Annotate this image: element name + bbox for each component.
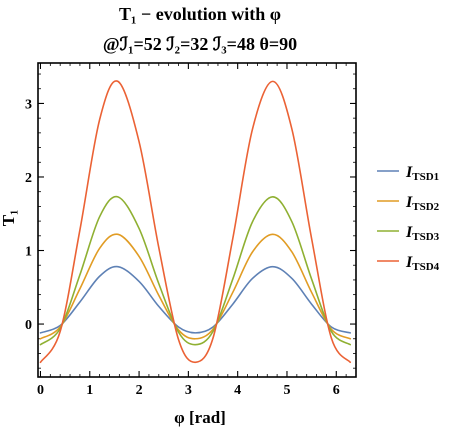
x-tick-label: 3 xyxy=(185,383,192,398)
x-tick-label: 5 xyxy=(283,383,290,398)
series-line-2 xyxy=(39,233,352,340)
legend-label-1: ITSD1 xyxy=(405,164,439,183)
plot-frame xyxy=(37,62,357,378)
y-tick-label: 2 xyxy=(25,171,32,186)
y-axis-label: T₁ xyxy=(0,210,18,226)
x-tick-label: 4 xyxy=(234,383,241,398)
legend: ITSD1 ITSD2 ITSD3 ITSD4 xyxy=(377,164,440,273)
series-line-4 xyxy=(39,80,352,364)
x-tick-label: 0 xyxy=(37,383,44,398)
plot-area: 0 1 2 3 4 5 6 0 1 2 3 xyxy=(25,62,357,398)
series-line-1 xyxy=(39,265,352,334)
y-tick-label: 3 xyxy=(25,97,32,112)
y-tick-label: 0 xyxy=(25,318,32,333)
chart-title-line1: T₁ − evolution with φ xyxy=(119,4,281,24)
x-tick-label: 6 xyxy=(333,383,340,398)
series-line-3 xyxy=(39,195,352,346)
x-axis-label: φ [rad] xyxy=(174,408,226,427)
x-tick-label: 1 xyxy=(86,383,93,398)
legend-label-4: ITSD4 xyxy=(405,254,440,273)
y-tick-label: 1 xyxy=(25,245,32,260)
legend-label-2: ITSD2 xyxy=(405,194,440,213)
x-tick-label: 2 xyxy=(136,383,143,398)
legend-label-3: ITSD3 xyxy=(405,224,440,243)
chart-title-line2: @ℐ₁=52 ℐ₂=32 ℐ₃=48 θ=90 xyxy=(103,34,297,54)
